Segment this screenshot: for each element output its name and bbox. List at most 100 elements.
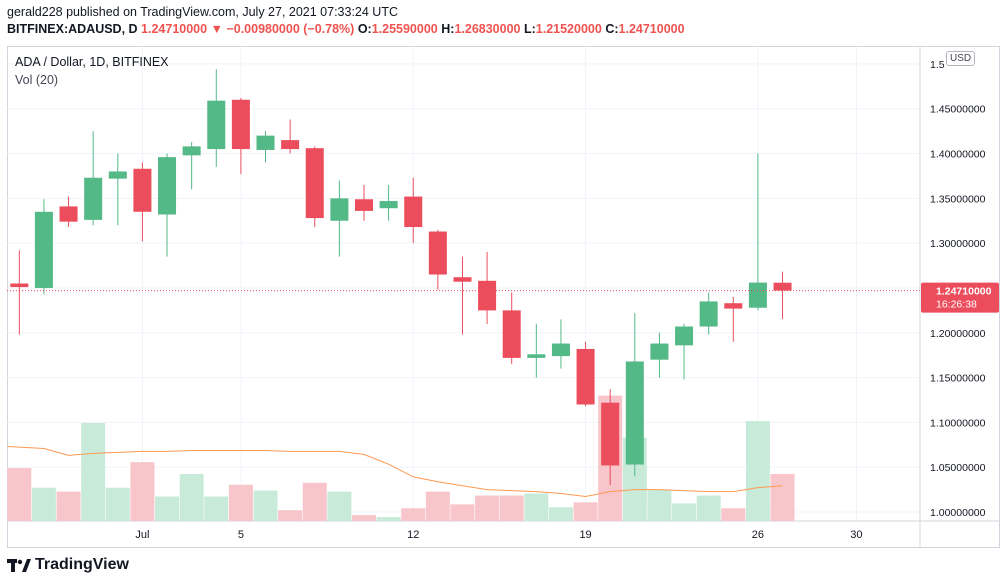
open-value: 1.25590000 [371,22,438,36]
x-tick-label: 5 [238,529,244,541]
volume-bar [696,495,721,521]
y-tick-label: 1.05000000 [930,462,986,474]
candle-body[interactable] [84,177,103,220]
close-value: 1.24710000 [618,22,685,36]
candle-body[interactable] [675,326,694,346]
candle-body[interactable] [158,157,177,215]
candle-body[interactable] [379,201,398,209]
volume-bar [647,489,672,521]
candle-body[interactable] [10,283,29,288]
y-tick-label: 1.40000000 [930,149,986,161]
candle-body[interactable] [256,135,275,150]
candle-body[interactable] [502,310,521,358]
ohlc-line: BITFINEX:ADAUSD, D 1.24710000 ▼ −0.00980… [7,21,685,38]
chart-legend: ADA / Dollar, 1D, BITFINEX Vol (20) [15,53,169,89]
candle-body[interactable] [428,231,447,275]
y-tick-label: 1.35000000 [930,193,986,205]
currency-badge[interactable]: USD [946,51,976,66]
candle-body[interactable] [453,277,472,282]
symbol-label: BITFINEX:ADAUSD, D [7,22,138,36]
x-tick-label: 26 [752,529,764,541]
candle-body[interactable] [404,196,423,228]
candle-body[interactable] [601,402,620,466]
open-label: O: [357,22,372,36]
volume-bar [130,462,155,521]
legend-title: ADA / Dollar, 1D, BITFINEX [15,55,169,69]
candle-body[interactable] [305,148,324,219]
tradingview-logo-icon [7,559,31,572]
volume-bar [56,491,81,521]
volume-bar [548,507,573,521]
last-price: 1.24710000 [141,22,208,36]
volume-bar [499,495,524,521]
price-chart[interactable]: 1.00000000 1.05000000 1.10000000 1.15000000… [7,46,1000,548]
close-label: C: [605,22,619,36]
volume-bar [401,508,426,521]
volume-bar [425,491,450,521]
volume-bar [204,496,229,521]
volume-bar [770,473,795,521]
x-tick-label: 19 [579,529,591,541]
y-tick-label: 1.10000000 [930,417,986,429]
candle-body[interactable] [576,348,595,405]
candle-body[interactable] [699,301,718,327]
price-tag-value: 1.24710000 [936,286,992,298]
candle-body[interactable] [133,168,152,212]
volume-bar [672,503,697,521]
x-tick-label: Jul [135,529,149,541]
candle-body[interactable] [724,303,743,309]
candle-body[interactable] [330,198,349,221]
volume-bar [81,423,106,521]
candle-body[interactable] [625,361,644,465]
candle-body[interactable] [650,343,669,360]
price-tag-countdown: 16:26:38 [936,299,977,311]
price-tag [921,282,999,313]
volume-bar [179,473,204,521]
volume-bar [155,496,180,521]
candle-body[interactable] [231,99,250,150]
y-tick-label: 1.15000000 [930,373,986,385]
volume-bar [524,493,549,521]
volume-bar [573,502,598,521]
y-tick-label: 1.20000000 [930,328,986,340]
volume-bar [475,495,500,521]
candle-body[interactable] [108,171,127,179]
y-tick-label: 1.5 [930,59,945,71]
candle-body[interactable] [281,140,300,150]
volume-bar [302,482,327,521]
candle-body[interactable] [773,282,792,291]
down-arrow-icon: ▼ [210,22,223,36]
candle-body[interactable] [59,206,78,222]
volume-bar [351,515,376,521]
candle-body[interactable] [748,282,767,308]
candle-body[interactable] [354,199,373,211]
brand-name: TradingView [35,556,129,573]
low-label: L: [523,22,536,36]
volume-bar [721,508,746,521]
y-tick-label: 1.30000000 [930,238,986,250]
legend-volume: Vol (20) [15,73,59,87]
volume-bar [7,468,32,521]
publish-info: gerald228 published on TradingView.com, … [7,5,398,19]
candle-body[interactable] [207,100,226,150]
candle-body[interactable] [551,343,570,357]
x-tick-label: 12 [407,529,419,541]
volume-bar [745,421,770,521]
volume-bar [253,490,278,521]
y-tick-label: 1.00000000 [930,507,986,519]
price-change: −0.00980000 (−0.78%) [226,22,355,36]
candle-body[interactable] [527,354,546,358]
candle-body[interactable] [478,280,497,311]
candle-body[interactable] [34,211,53,288]
tradingview-logo[interactable]: TradingView [7,556,129,574]
volume-bar [376,517,401,521]
volume-bar [278,510,303,521]
candle-body[interactable] [182,146,201,156]
low-value: 1.21520000 [535,22,602,36]
volume-bar [450,504,475,521]
volume-bar [327,491,352,521]
high-label: H: [441,22,455,36]
y-tick-label: 1.45000000 [930,104,986,116]
volume-bar [105,487,130,521]
high-value: 1.26830000 [454,22,521,36]
